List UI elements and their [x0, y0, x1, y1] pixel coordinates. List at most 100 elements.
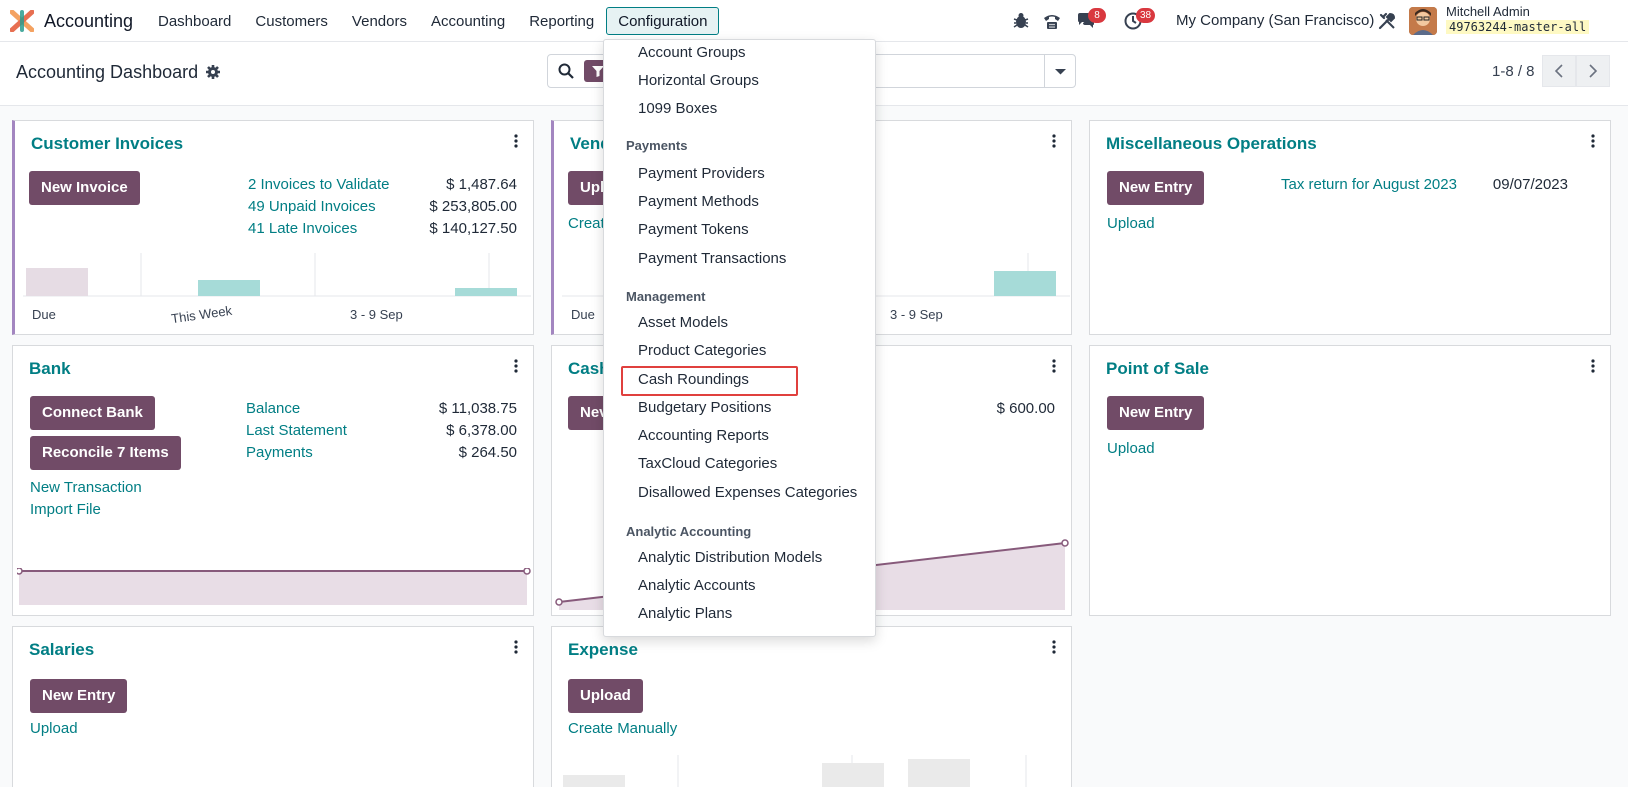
- menu-item-1099-boxes[interactable]: 1099 Boxes: [638, 100, 718, 117]
- tax-return-link[interactable]: Tax return for August 2023: [1281, 176, 1457, 193]
- menu-item-payment-tokens[interactable]: Payment Tokens: [638, 221, 749, 238]
- kebab-menu-icon[interactable]: [1590, 133, 1596, 149]
- menu-configuration[interactable]: Configuration: [606, 7, 720, 35]
- menu-item-accounting-reports[interactable]: Accounting Reports: [638, 427, 769, 444]
- connect-bank-button[interactable]: Connect Bank: [30, 396, 155, 430]
- chart-label-due: Due: [571, 307, 595, 322]
- chart-label-sep: 3 - 9 Sep: [350, 307, 403, 322]
- user-avatar[interactable]: [1409, 7, 1437, 35]
- invoices-to-validate-amount: $ 1,487.64: [446, 176, 517, 193]
- menu-item-disallowed-expenses-categories[interactable]: Disallowed Expenses Categories: [638, 484, 858, 501]
- journal-title[interactable]: Expense: [568, 640, 638, 659]
- upload-link[interactable]: Upload: [1107, 215, 1155, 232]
- menu-item-analytic-accounts[interactable]: Analytic Accounts: [638, 577, 756, 594]
- pager-value[interactable]: 1-8 / 8: [1492, 63, 1535, 80]
- kebab-menu-icon[interactable]: [1051, 133, 1057, 149]
- journal-title[interactable]: Cash: [568, 359, 610, 378]
- create-manually-link[interactable]: Create Manually: [568, 720, 678, 737]
- menu-item-budgetary-positions[interactable]: Budgetary Positions: [638, 399, 772, 416]
- bug-icon[interactable]: [1011, 11, 1031, 31]
- journal-card-salaries: Salaries New Entry Upload: [12, 626, 534, 787]
- section-header-payments: Payments: [626, 138, 688, 153]
- highlight-annotation: [621, 366, 798, 396]
- chart-bar-due: [26, 268, 88, 296]
- new-entry-button[interactable]: New Entry: [1107, 396, 1205, 430]
- journal-title[interactable]: Bank: [29, 359, 71, 378]
- search-options-toggle[interactable]: [1044, 55, 1075, 87]
- kebab-menu-icon[interactable]: [1051, 358, 1057, 374]
- pager-previous-button[interactable]: [1542, 55, 1576, 87]
- kebab-menu-icon[interactable]: [513, 133, 519, 149]
- chevron-right-icon: [1589, 64, 1598, 78]
- menu-dashboard[interactable]: Dashboard: [158, 13, 232, 30]
- new-entry-button[interactable]: New Entry: [1107, 171, 1205, 205]
- late-invoices-link[interactable]: 41 Late Invoices: [248, 220, 358, 237]
- menu-item-taxcloud-categories[interactable]: TaxCloud Categories: [638, 455, 778, 472]
- invoices-to-validate-link[interactable]: 2 Invoices to Validate: [248, 176, 390, 193]
- phone-icon[interactable]: [1042, 11, 1062, 31]
- kebab-menu-icon[interactable]: [1590, 358, 1596, 374]
- journal-card-customer-invoices: Customer Invoices New Invoice 2 Invoices…: [12, 120, 534, 335]
- chart-bar-sep: [994, 271, 1056, 296]
- menu-item-cash-roundings[interactable]: Cash Roundings: [638, 371, 749, 388]
- chart-label-due: Due: [32, 307, 56, 322]
- database-name: 49763244-master-all: [1446, 20, 1590, 34]
- import-file-link[interactable]: Import File: [30, 501, 101, 518]
- journal-title[interactable]: Salaries: [29, 640, 95, 659]
- menu-vendors[interactable]: Vendors: [351, 13, 407, 30]
- upload-link[interactable]: Upload: [30, 720, 78, 737]
- menu-item-account-groups[interactable]: Account Groups: [638, 44, 746, 61]
- payments-link[interactable]: Payments: [246, 444, 313, 461]
- unpaid-invoices-link[interactable]: 49 Unpaid Invoices: [248, 198, 376, 215]
- menu-accounting[interactable]: Accounting: [430, 13, 506, 30]
- company-switcher[interactable]: My Company (San Francisco): [1176, 12, 1375, 29]
- kebab-menu-icon[interactable]: [1051, 639, 1057, 655]
- menu-item-asset-models[interactable]: Asset Models: [638, 314, 729, 331]
- create-manually-link[interactable]: Creat: [568, 215, 605, 232]
- menu-item-product-categories[interactable]: Product Categories: [638, 342, 767, 359]
- debug-tools-icon[interactable]: [1377, 11, 1397, 31]
- balance-link[interactable]: Balance: [246, 400, 301, 417]
- new-entry-button[interactable]: New Entry: [30, 679, 128, 713]
- menu-item-analytic-plans[interactable]: Analytic Plans: [638, 605, 733, 622]
- menu-item-analytic-distribution-models[interactable]: Analytic Distribution Models: [638, 549, 823, 566]
- journal-title[interactable]: Customer Invoices: [31, 134, 184, 153]
- new-transaction-link[interactable]: New Transaction: [30, 479, 142, 496]
- journal-title[interactable]: Point of Sale: [1106, 359, 1209, 378]
- menu-item-horizontal-groups[interactable]: Horizontal Groups: [638, 72, 759, 89]
- caret-down-icon: [1055, 69, 1066, 75]
- menu-customers[interactable]: Customers: [255, 13, 328, 30]
- menu-item-payment-transactions[interactable]: Payment Transactions: [638, 250, 787, 267]
- last-statement-amount: $ 6,378.00: [446, 422, 517, 439]
- chart-bar-sep: [455, 288, 517, 296]
- app-name[interactable]: Accounting: [44, 11, 134, 31]
- payments-amount: $ 264.50: [458, 444, 517, 461]
- chart-bar-1: [563, 775, 625, 787]
- upload-link[interactable]: Upload: [1107, 440, 1155, 457]
- last-statement-link[interactable]: Last Statement: [246, 422, 347, 439]
- user-name[interactable]: Mitchell Admin: [1446, 4, 1530, 19]
- bank-balance-line-chart[interactable]: [17, 568, 531, 608]
- activity-badge: 38: [1136, 8, 1156, 23]
- menu-item-payment-methods[interactable]: Payment Methods: [638, 193, 759, 210]
- menu-item-payment-providers[interactable]: Payment Providers: [638, 165, 765, 182]
- upload-button[interactable]: Upload: [568, 679, 643, 713]
- reconcile-items-button[interactable]: Reconcile 7 Items: [30, 436, 181, 470]
- section-header-management: Management: [626, 289, 706, 304]
- chart-bar-this-week: [198, 280, 260, 296]
- expense-bar-chart[interactable]: [560, 755, 1068, 787]
- journal-title[interactable]: Vend: [570, 134, 611, 153]
- new-invoice-button[interactable]: New Invoice: [29, 171, 140, 205]
- chevron-left-icon: [1554, 64, 1563, 78]
- configuration-dropdown: Account Groups Horizontal Groups 1099 Bo…: [603, 39, 876, 637]
- menu-reporting[interactable]: Reporting: [529, 13, 595, 30]
- journal-title[interactable]: Miscellaneous Operations: [1106, 134, 1317, 153]
- accounting-app-icon[interactable]: [10, 10, 34, 32]
- late-invoices-amount: $ 140,127.50: [429, 220, 517, 237]
- kebab-menu-icon[interactable]: [513, 358, 519, 374]
- gear-icon[interactable]: [205, 64, 221, 80]
- kebab-menu-icon[interactable]: [513, 639, 519, 655]
- invoices-bar-chart[interactable]: [23, 253, 531, 303]
- pager-next-button[interactable]: [1576, 55, 1610, 87]
- chart-label-this-week: This Week: [170, 302, 233, 327]
